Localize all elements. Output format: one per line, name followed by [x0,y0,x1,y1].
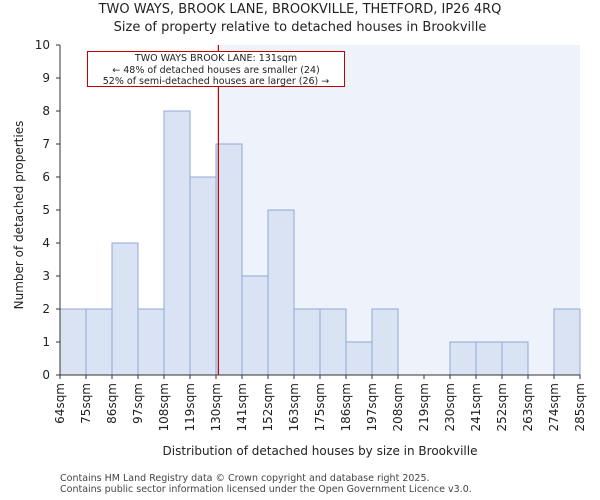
bar [241,275,269,376]
chart-subtitle: Size of property relative to detached ho… [113,20,487,35]
x-tick-label: 252sqm [495,383,509,431]
bar [267,209,295,376]
annotation-line-2: ← 48% of detached houses are smaller (24… [112,64,320,76]
bar [345,341,373,376]
bar [85,308,113,376]
y-tick-label: 10 [35,38,50,52]
annotation-box: TWO WAYS BROOK LANE: 131sqm ← 48% of det… [87,51,345,87]
y-tick-label: 0 [42,368,50,382]
x-tick-label: 175sqm [313,383,327,431]
x-tick-label: 186sqm [339,383,353,431]
bar [553,308,581,376]
bar [189,176,217,376]
bar [59,308,87,376]
y-tick-label: 1 [42,335,50,349]
annotation-line-3: 52% of semi-detached houses are larger (… [102,76,330,87]
x-tick-label: 208sqm [391,383,405,431]
x-tick-label: 119sqm [183,383,197,431]
y-tick-label: 3 [42,269,50,283]
y-tick-label: 7 [42,137,50,151]
chart-title: TWO WAYS, BROOK LANE, BROOKVILLE, THETFO… [98,2,502,17]
x-tick-label: 274sqm [547,383,561,431]
x-tick-label: 230sqm [443,383,457,431]
y-tick-label: 4 [42,236,50,250]
y-tick-label: 6 [42,170,50,184]
x-tick-label: 285sqm [573,383,587,431]
y-axis-label: Number of detached properties [12,120,26,310]
bar [449,341,477,376]
x-tick-label: 130sqm [209,383,223,431]
bar [371,308,399,376]
y-tick-label: 9 [42,71,50,85]
bar [475,341,503,376]
x-tick-label: 219sqm [417,383,431,431]
x-tick-label: 163sqm [287,383,301,431]
x-axis-label: Distribution of detached houses by size … [162,444,478,458]
y-tick-label: 2 [42,302,50,316]
bar [111,242,139,376]
x-tick-label: 108sqm [157,383,171,431]
y-tick-label: 8 [42,104,50,118]
x-tick-label: 97sqm [131,383,145,424]
annotation-line-1: TWO WAYS BROOK LANE: 131sqm [134,53,298,64]
y-tick-label: 5 [42,203,50,217]
bar [215,143,243,376]
x-tick-label: 141sqm [235,383,249,431]
bar [163,110,191,376]
x-tick-label: 263sqm [521,383,535,431]
x-tick-label: 75sqm [79,383,93,424]
x-tick-label: 86sqm [105,383,119,424]
x-tick-label: 197sqm [365,383,379,431]
x-tick-label: 64sqm [53,383,67,424]
x-tick-label: 241sqm [469,383,483,431]
bar [293,308,321,376]
bar [319,308,347,376]
footer-line-2: Contains public sector information licen… [60,484,472,495]
x-tick-label: 152sqm [261,383,275,431]
bar [137,308,165,376]
bar [501,341,529,376]
footer-line-1: Contains HM Land Registry data © Crown c… [60,473,430,484]
